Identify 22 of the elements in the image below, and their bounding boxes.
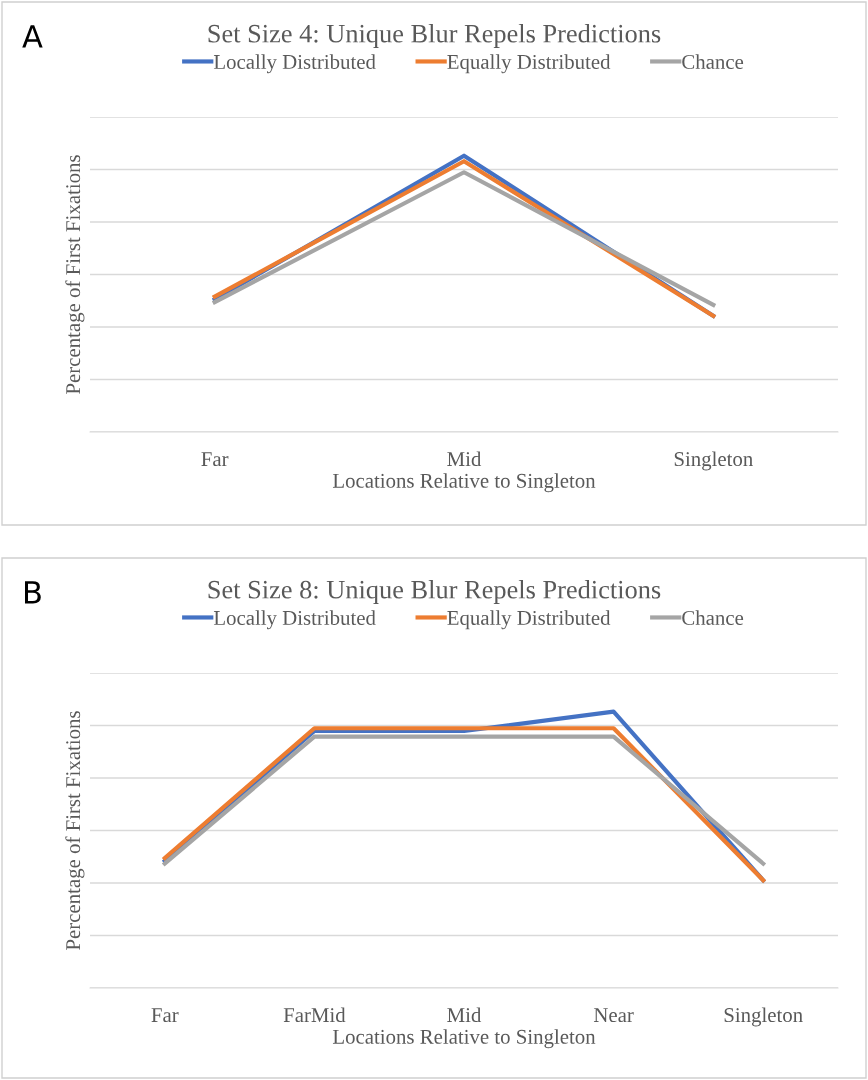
- chart-title: Set Size 8: Unique Blur Repels Predictions: [208, 580, 661, 604]
- legend-label: Locally Distributed: [213, 610, 376, 630]
- x-tick-label: Mid: [447, 451, 482, 467]
- legend-label: Locally Distributed: [213, 54, 376, 74]
- text: A: [22, 25, 43, 48]
- y-axis-title: Percentage of First Fixations: [65, 711, 85, 950]
- text: B: [25, 581, 41, 604]
- y-axis-title: Percentage of First Fixations: [65, 155, 85, 394]
- legend-label: Chance: [682, 610, 744, 625]
- legend-label: Equally Distributed: [447, 610, 611, 630]
- x-tick-label: Far: [201, 452, 229, 467]
- x-tick-label: FarMid: [283, 1007, 346, 1023]
- x-tick-label: Near: [593, 1008, 634, 1023]
- legend-label: Chance: [682, 54, 744, 69]
- x-tick-label: Mid: [447, 1007, 482, 1023]
- x-axis-title: Locations Relative to Singleton: [332, 473, 596, 493]
- x-tick-label: Far: [151, 1008, 179, 1023]
- x-tick-label: Singleton: [674, 451, 753, 471]
- x-axis-title: Locations Relative to Singleton: [332, 1029, 596, 1049]
- legend-label: Equally Distributed: [447, 54, 611, 74]
- chart-title: Set Size 4: Unique Blur Repels Predictions: [208, 24, 661, 48]
- x-tick-label: Singleton: [724, 1007, 803, 1027]
